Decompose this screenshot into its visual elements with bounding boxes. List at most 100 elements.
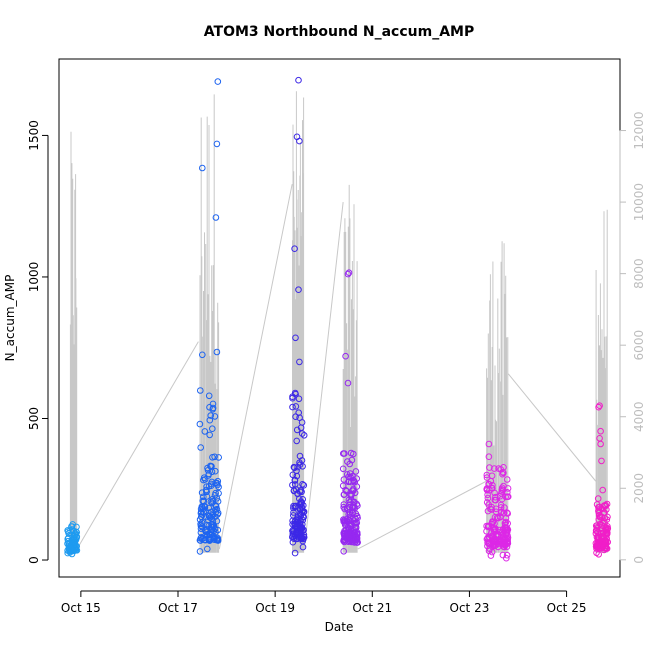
data-point — [203, 488, 210, 496]
data-point — [213, 536, 221, 543]
data-point — [289, 403, 296, 411]
data-point — [197, 387, 204, 394]
y2-tick-label: 12000 — [632, 111, 646, 149]
data-point — [200, 493, 207, 501]
data-point — [483, 471, 491, 479]
data-point — [299, 543, 307, 551]
data-point — [484, 494, 492, 502]
data-point — [602, 539, 610, 546]
data-point — [206, 431, 213, 439]
data-point — [202, 507, 209, 515]
data-point — [300, 432, 308, 439]
data-point — [342, 352, 349, 360]
data-point — [345, 516, 353, 524]
data-point — [208, 499, 216, 507]
data-point — [341, 529, 348, 537]
data-point — [596, 520, 604, 528]
series-1 — [196, 78, 222, 555]
x-tick-label: Oct 19 — [255, 601, 295, 615]
connector-line-0 — [76, 341, 199, 550]
data-point — [483, 535, 491, 543]
data-point — [500, 540, 507, 547]
data-point — [597, 440, 604, 448]
data-point — [289, 527, 296, 535]
data-point — [196, 420, 204, 428]
data-point — [199, 351, 206, 359]
data-point — [344, 458, 351, 465]
data-point — [296, 510, 304, 518]
data-point — [196, 548, 204, 555]
data-point — [206, 416, 214, 424]
y-tick-label: 0 — [27, 556, 41, 564]
data-point — [352, 515, 359, 523]
data-point — [597, 533, 605, 540]
data-point — [207, 498, 215, 506]
data-point — [206, 537, 213, 544]
data-point — [593, 526, 600, 534]
data-point — [214, 511, 221, 518]
data-point — [598, 457, 605, 465]
data-point — [296, 495, 303, 503]
x-tick-label: Oct 21 — [352, 601, 392, 615]
data-point — [345, 269, 353, 277]
data-point — [352, 468, 360, 475]
data-point — [595, 516, 603, 523]
y-axis-label: N_accum_AMP — [3, 275, 17, 362]
data-point — [496, 536, 503, 544]
y2-tick-label: 10000 — [632, 183, 646, 221]
data-point — [293, 528, 301, 535]
data-point — [595, 403, 602, 411]
data-point — [292, 486, 300, 493]
data-point — [296, 358, 303, 366]
data-point — [483, 499, 491, 506]
data-point — [198, 519, 206, 526]
data-point — [293, 472, 301, 480]
data-point — [294, 463, 302, 471]
data-point — [340, 548, 348, 555]
data-point — [346, 470, 354, 477]
data-point — [596, 544, 604, 551]
data-point — [291, 549, 299, 557]
chart-title: ATOM3 Northbound N_accum_AMP — [204, 24, 474, 40]
x-axis-label: Date — [325, 620, 354, 634]
data-point — [289, 521, 296, 528]
data-point — [596, 402, 603, 410]
data-point — [290, 512, 297, 519]
plot-frame — [58, 58, 621, 578]
data-point — [350, 502, 357, 509]
series-5 — [592, 402, 612, 558]
data-point — [497, 504, 505, 511]
data-point — [488, 521, 496, 528]
data-point — [603, 500, 611, 508]
data-point — [211, 413, 219, 420]
data-point — [601, 509, 608, 517]
data-point — [300, 533, 307, 540]
data-point — [503, 554, 510, 562]
data-point — [597, 427, 604, 435]
data-point — [206, 512, 213, 520]
data-point — [208, 468, 216, 476]
data-point — [497, 501, 505, 509]
data-point — [212, 467, 219, 475]
y-tick-label: 1000 — [27, 262, 41, 293]
data-point — [289, 393, 296, 401]
data-point — [497, 466, 505, 473]
y2-tick-label: 4000 — [632, 401, 646, 432]
data-point — [299, 463, 306, 470]
data-point — [296, 137, 303, 145]
data-point — [497, 513, 504, 521]
data-point — [594, 495, 602, 502]
data-point — [341, 450, 348, 457]
y2-tick-label: 8000 — [632, 258, 646, 289]
data-point — [289, 471, 297, 479]
data-point — [293, 437, 301, 445]
data-point — [485, 453, 493, 461]
x-tick-label: Oct 23 — [450, 601, 490, 615]
data-point — [488, 503, 495, 511]
data-point — [348, 509, 356, 517]
data-point — [212, 479, 220, 487]
data-point — [486, 487, 493, 494]
data-point — [200, 474, 208, 482]
data-point — [504, 536, 512, 543]
